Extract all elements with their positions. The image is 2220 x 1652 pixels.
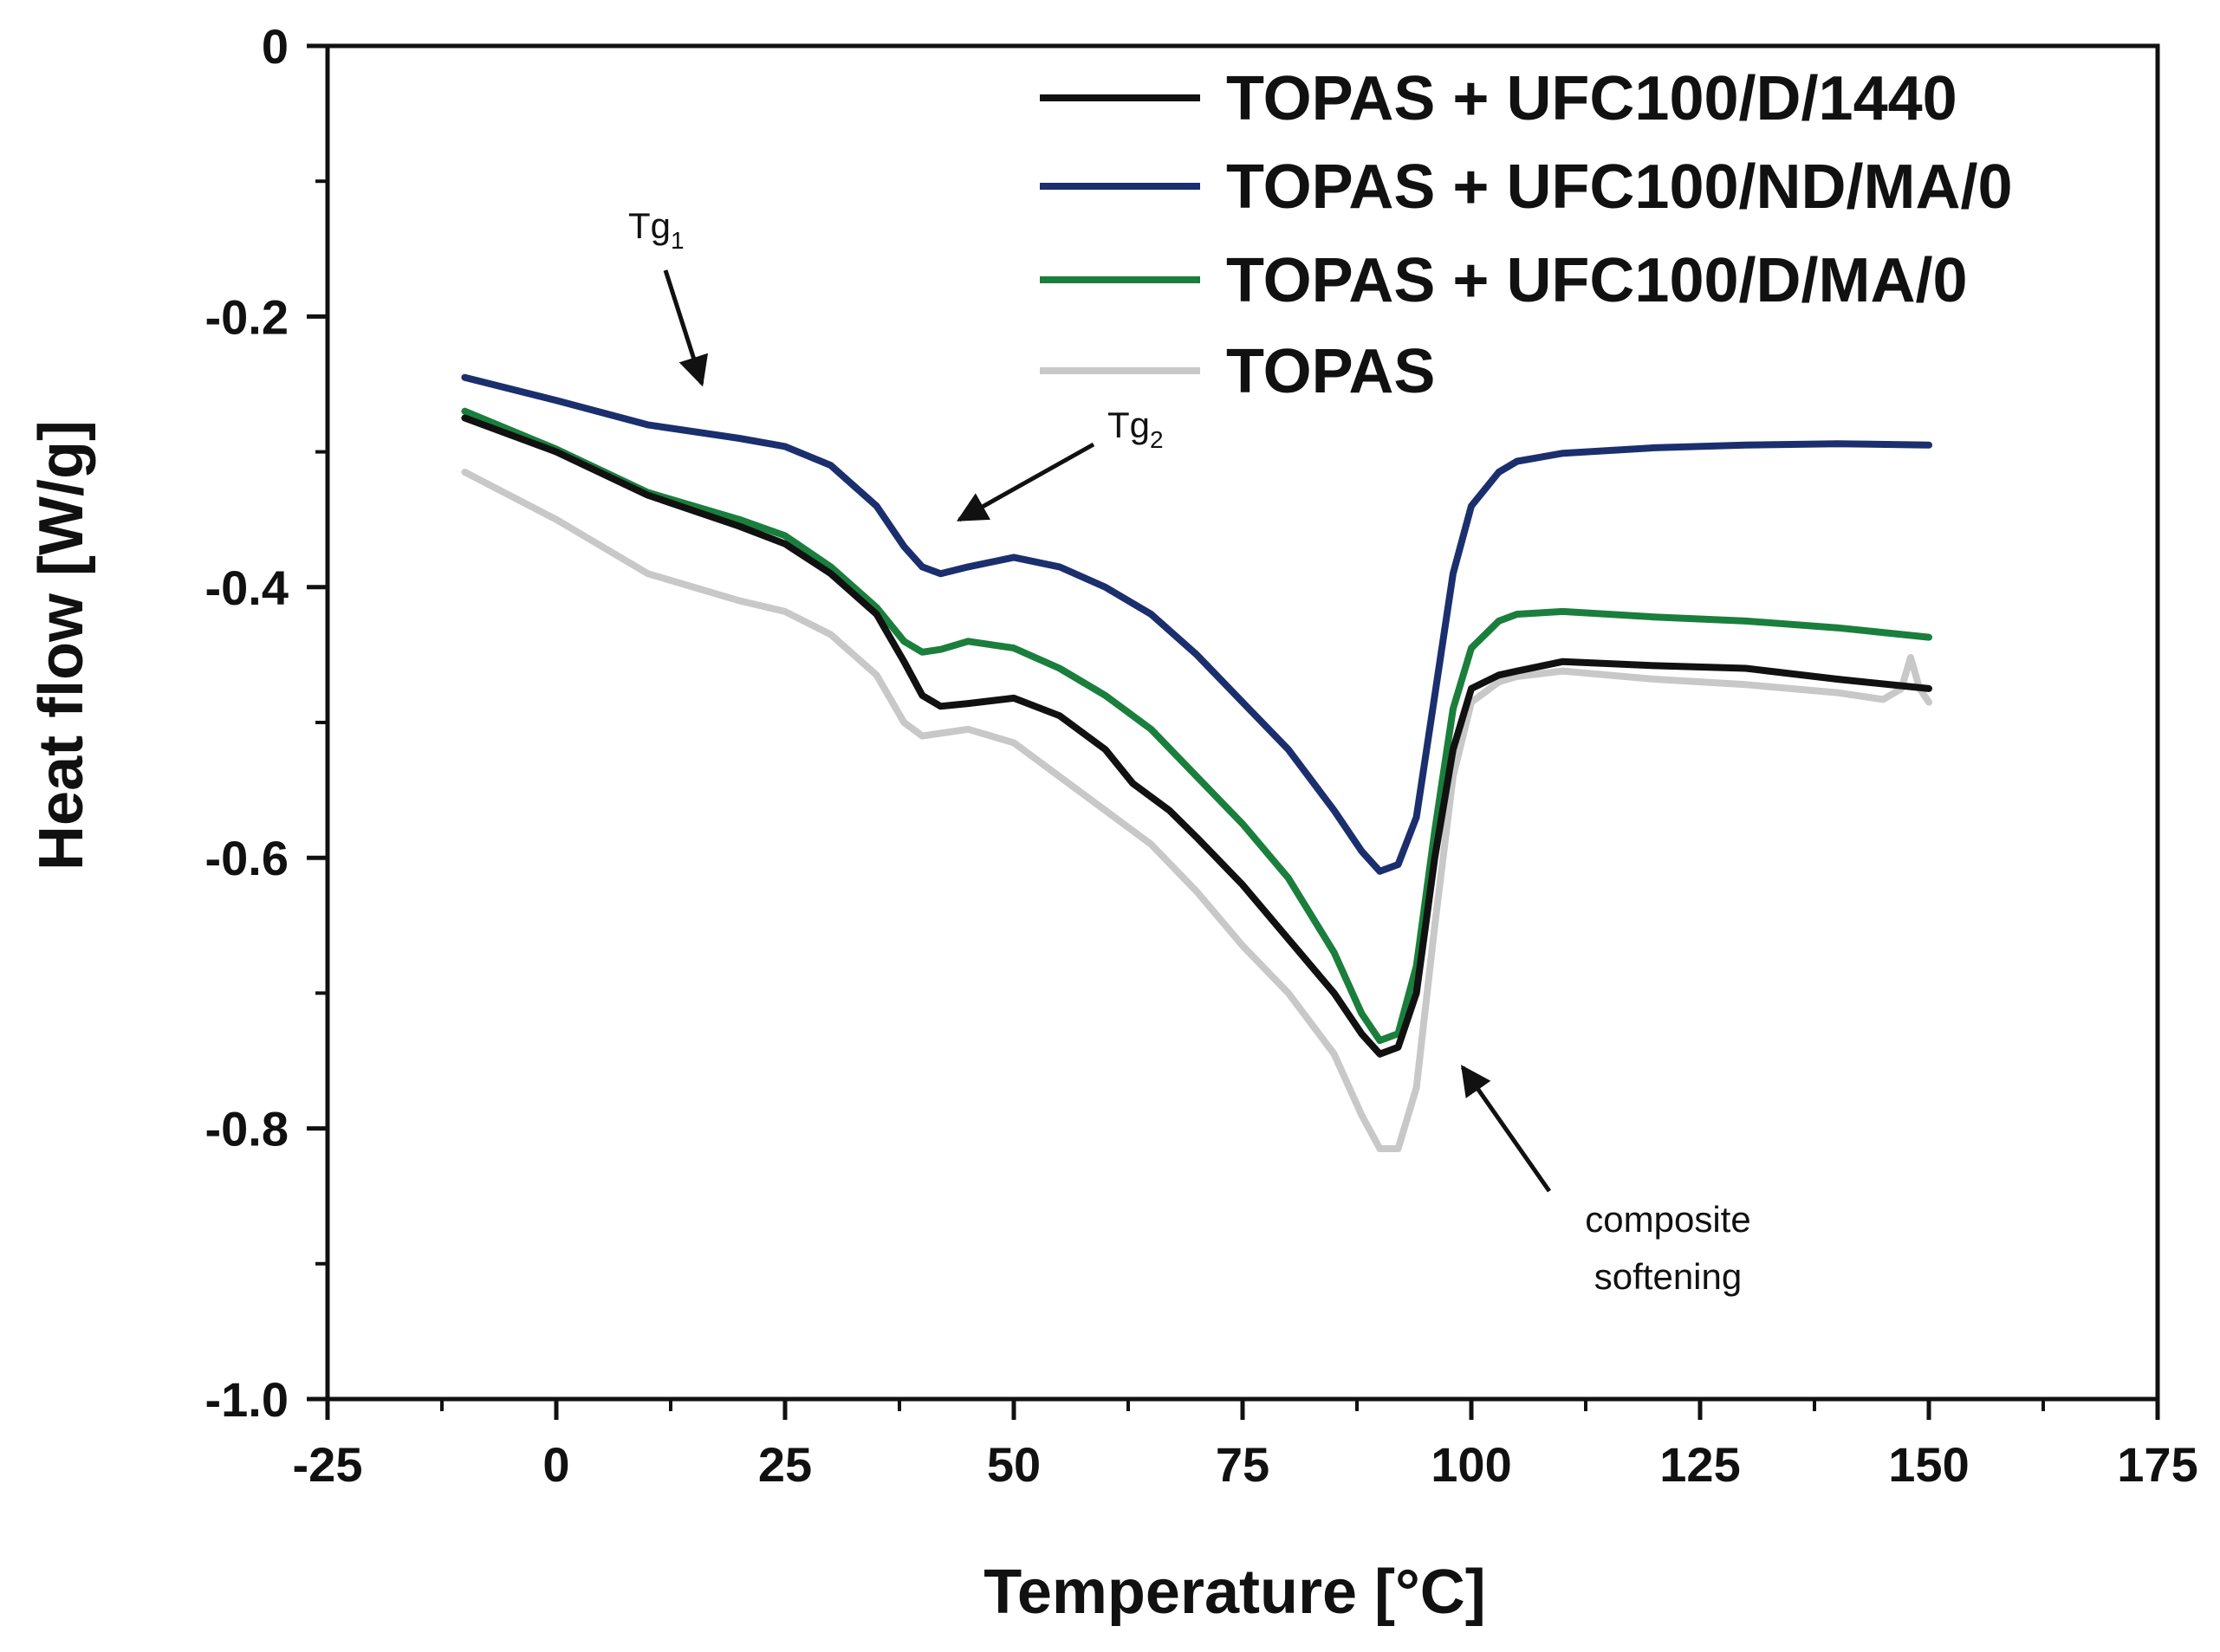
annotation-tg1-main: Tg <box>628 205 671 246</box>
annotation-tg1-arrow <box>663 269 709 387</box>
x-tick-label: 0 <box>542 1437 569 1492</box>
annotation-tg2-arrow <box>956 442 1095 522</box>
annotations: Tg1 Tg2 composite softening <box>628 205 1751 1297</box>
annotation-tg2-sub: 2 <box>1150 426 1164 453</box>
annotation-tg2-main: Tg <box>1107 405 1150 445</box>
series-line-topas-ufc100-d-1440 <box>461 414 1932 1058</box>
x-axis-title: Temperature [°C] <box>983 1558 1486 1627</box>
y-tick-label: 0 <box>262 19 289 74</box>
series-layer <box>461 373 1932 1152</box>
series-line-topas-ufc100-d-ma-0 <box>461 407 1932 1045</box>
annotation-softening-arrow <box>1460 1065 1552 1193</box>
x-tick-label: 25 <box>758 1437 812 1492</box>
legend-label-1440: TOPAS + UFC100/D/1440 <box>1226 64 1957 133</box>
legend: TOPAS + UFC100/D/1440 TOPAS + UFC100/ND/… <box>1040 64 2013 406</box>
x-tick-label: 150 <box>1888 1437 1969 1492</box>
annotation-softening: composite <box>1585 1199 1750 1240</box>
x-tick-label: 75 <box>1216 1437 1269 1492</box>
y-tick-label: -0.4 <box>205 560 289 615</box>
legend-label-topas: TOPAS <box>1226 337 1435 406</box>
y-axis-title: Heat flow [W/g] <box>27 420 96 871</box>
x-tick-label: 175 <box>2117 1437 2197 1492</box>
y-tick-label: -1.0 <box>205 1372 289 1427</box>
annotation-tg1-sub: 1 <box>671 227 685 254</box>
legend-label-d-ma: TOPAS + UFC100/D/MA/0 <box>1226 246 1968 315</box>
x-tick-label: 50 <box>987 1437 1041 1492</box>
x-tick-label: 125 <box>1659 1437 1740 1492</box>
annotation-softening-line2: softening <box>1594 1256 1742 1297</box>
y-tick-label: -0.2 <box>205 289 289 344</box>
annotation-tg2: Tg2 <box>1107 405 1164 453</box>
x-tick-label: 100 <box>1431 1437 1511 1492</box>
y-tick-label: -0.8 <box>205 1102 289 1156</box>
x-tick-label: -25 <box>293 1437 363 1492</box>
ticks-layer: -25 0 25 50 75 100 125 150 175 0 -0.2 -0.4 -0.6 -0.8 -… <box>205 19 2198 1492</box>
legend-label-nd-ma: TOPAS + UFC100/ND/MA/0 <box>1226 152 2013 222</box>
series-line-topas-ufc100-nd-ma-0 <box>461 373 1932 875</box>
series-line-topas <box>461 469 1932 1152</box>
y-tick-label: -0.6 <box>205 831 289 885</box>
annotation-tg1: Tg1 <box>628 205 685 254</box>
